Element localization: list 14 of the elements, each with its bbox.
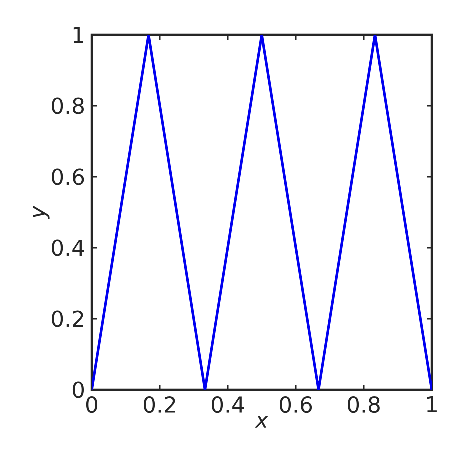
x-axis-title: x	[254, 416, 269, 428]
x-tick-label: 1	[427, 396, 437, 412]
y-tick-label: 0.6	[52, 168, 84, 186]
y-tick-label: 0.8	[52, 98, 84, 114]
y-tick-label: 0	[72, 382, 84, 398]
x-tick-label: 0.6	[280, 396, 312, 414]
x-tick-label: 0.4	[212, 396, 244, 414]
y-tick-label: 0.4	[52, 240, 84, 256]
x-tick-label: 0	[86, 396, 98, 414]
y-tick-label: 1	[74, 27, 84, 43]
y-axis-title: y	[33, 206, 50, 220]
x-tick-label: 0.8	[348, 396, 380, 414]
y-tick-label: 0.2	[52, 310, 84, 328]
x-tick-label: 0.2	[144, 396, 176, 414]
